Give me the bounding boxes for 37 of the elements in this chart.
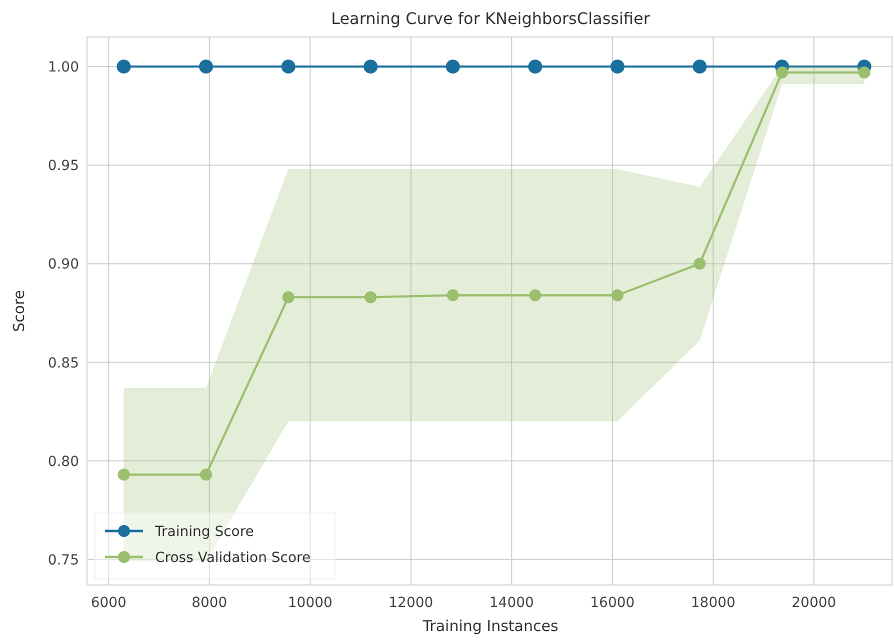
point (364, 291, 377, 304)
y-axis-title: Score (10, 290, 28, 332)
y-tick-label: 0.80 (48, 454, 79, 470)
point (529, 289, 542, 302)
point (610, 60, 624, 74)
y-tick-label: 0.90 (48, 256, 79, 273)
point (282, 291, 294, 304)
point (611, 289, 624, 302)
x-tick-label: 8000 (192, 595, 228, 611)
legend-label: Training Score (154, 524, 254, 540)
y-tick-label: 0.75 (48, 552, 79, 568)
x-tick-label: 20000 (792, 595, 836, 611)
point (116, 60, 131, 74)
point (446, 289, 459, 302)
point (446, 60, 460, 74)
point (858, 66, 870, 78)
point (199, 60, 214, 74)
x-tick-label: 18000 (690, 595, 736, 611)
x-tick-label: 14000 (489, 595, 534, 611)
point (200, 468, 212, 481)
point (692, 60, 707, 74)
y-tick-label: 1.00 (48, 60, 79, 76)
x-tick-label: 16000 (590, 595, 635, 611)
point (694, 258, 706, 270)
y-tick-label: 0.85 (48, 355, 79, 372)
legend-label: Cross Validation Score (155, 550, 311, 566)
point (118, 468, 130, 481)
x-tick-label: 10000 (288, 595, 332, 611)
point (364, 60, 378, 74)
y-tick-label: 0.95 (48, 158, 79, 174)
x-axis-title: Training Instances (422, 617, 558, 635)
chart-title: Learning Curve for KNeighborsClassifier (331, 9, 650, 28)
point (528, 60, 542, 74)
x-tick-label: 12000 (388, 595, 434, 611)
point (776, 66, 788, 78)
point (281, 60, 296, 74)
x-tick-label: 6000 (90, 595, 126, 611)
